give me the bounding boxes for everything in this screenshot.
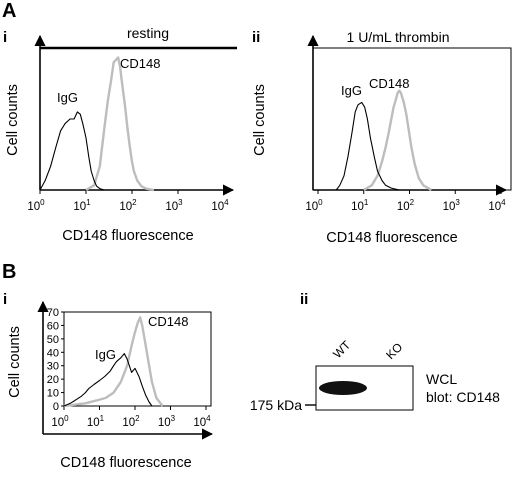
y-axis-title: Cell counts [7,326,23,398]
y-tick-label: 50 [47,334,59,346]
cd148-label: CD148 [369,76,409,91]
y-tick-label: 0 [53,401,59,413]
x-tick-label: 100 [27,198,45,213]
x-tick-label: 100 [305,198,323,213]
x-tick-label: 100 [51,414,69,429]
x-tick-label: 104 [193,414,211,429]
series-line-cd148 [363,89,432,192]
panel-a-i-condition: resting [127,25,169,41]
wt-band [319,381,367,395]
panel-a-ii-label: ii [252,29,260,46]
x-tick-label: 103 [165,198,183,213]
x-tick-label: 104 [211,198,229,213]
y-tick-label: 40 [47,347,59,359]
panel-b-letter: B [2,261,16,283]
x-tick-label: 103 [158,414,176,429]
igg-label: IgG [95,347,116,362]
y-axis-title: Cell counts [5,84,21,156]
series-line-igg [63,353,153,407]
histogram-a-ii: Cell counts CD148 fluorescence IgG CD148… [252,34,512,246]
marker-label: 175 kDa [250,397,302,413]
lane-label-ko: KO [383,340,405,362]
western-blot: WT KO 175 kDa WCL blot: CD148 [250,338,500,413]
y-tick-label: 20 [47,374,59,386]
x-axis-title: CD148 fluorescence [60,455,191,471]
y-tick-label: 30 [47,361,59,373]
x-tick-label: 102 [397,198,415,213]
panel-a-ii-condition: 1 U/mL thrombin [347,29,450,45]
histogram-b-i: Cell counts CD148 fluorescence IgG CD148… [7,300,214,471]
x-tick-label: 101 [351,198,369,213]
x-axis-title: CD148 fluorescence [62,228,193,244]
x-tick-label: 104 [488,198,506,213]
y-tick-label: 70 [47,307,59,319]
series-line-cd148 [63,316,164,408]
x-axis-title: CD148 fluorescence [326,230,457,246]
x-tick-label: 102 [119,198,137,213]
x-tick-label: 102 [122,414,140,429]
histogram-a-i: Cell counts CD148 fluorescence IgG CD148… [5,34,237,244]
x-tick-label: 103 [443,198,461,213]
panel-b-i-label: i [3,291,7,308]
series-line-igg [39,111,108,191]
blot-annotation-line2: blot: CD148 [426,389,500,405]
cd148-label: CD148 [148,314,188,329]
x-tick-label: 101 [87,414,105,429]
series-line-igg [335,101,400,191]
panel-b-ii-label: ii [300,291,308,308]
y-axis-title: Cell counts [252,84,268,156]
series-line-cd148 [85,56,155,192]
panel-a-letter: A [2,0,16,22]
igg-label: IgG [57,90,78,105]
x-tick-label: 101 [73,198,91,213]
y-tick-label: 10 [47,388,59,400]
plot-frame [312,47,512,191]
blot-annotation-line1: WCL [426,371,457,387]
cd148-label: CD148 [120,56,160,71]
igg-label: IgG [341,83,362,98]
plot-frame [63,311,212,407]
y-tick-label: 60 [47,320,59,332]
lane-label-wt: WT [330,338,354,362]
panel-a-i-label: i [3,29,7,46]
